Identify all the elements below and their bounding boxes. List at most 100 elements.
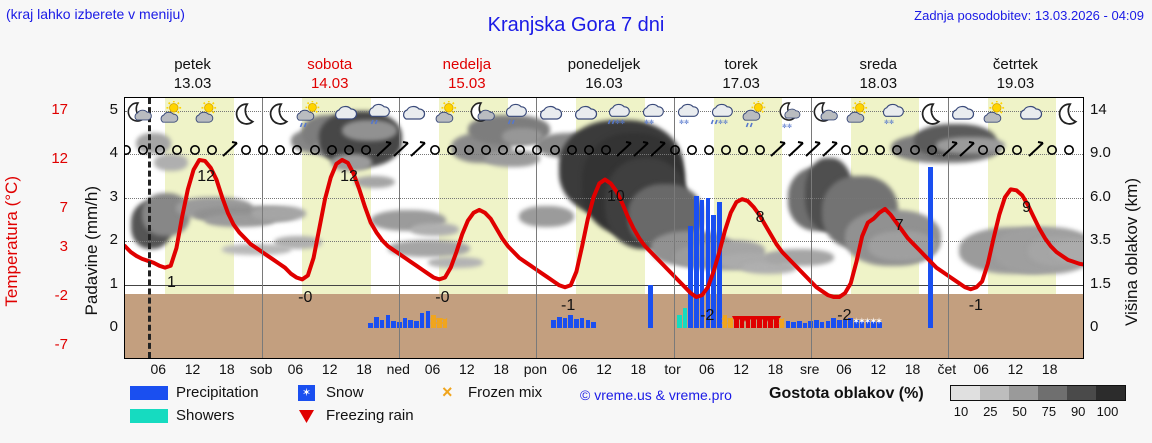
precipitation-bar-41	[779, 319, 785, 328]
prec-tick-3: 2	[109, 231, 118, 249]
cloud-blob-48	[1050, 240, 1083, 262]
precipitation-bar-52	[842, 319, 848, 328]
legend-label-precipitation: Precipitation	[176, 384, 259, 401]
cloud-blob-44	[936, 136, 1005, 154]
colorbar-tick-1: 25	[983, 404, 998, 419]
snow-marker-55: ✶	[858, 316, 866, 326]
x-tick-10: 18	[493, 361, 509, 377]
freezing-rain-marker-38	[760, 316, 770, 325]
x-tick-16: 06	[699, 361, 715, 377]
precipitation-bar-6	[402, 318, 408, 328]
precipitation-bar-55	[859, 321, 865, 328]
day-date: 16.03	[585, 75, 623, 92]
day-separator-2	[399, 98, 401, 358]
freezing-rain-marker-34	[737, 316, 747, 325]
legend-label-showers: Showers	[176, 407, 235, 424]
frozen-mix-x-icon: ×	[442, 382, 453, 402]
snow-star-icon: ✶	[298, 385, 315, 401]
temperature-label-3: 12	[340, 167, 358, 185]
location-hint: (kraj lahko izberete v meniju)	[6, 6, 185, 22]
cloud-blob-20	[427, 257, 483, 268]
day-header-5: sreda 18.03	[810, 55, 947, 93]
temperature-label-10: 7	[894, 216, 904, 234]
colorbar-tick-4: 90	[1070, 404, 1086, 419]
page-title: Kranjska Gora 7 dni	[487, 14, 665, 36]
cloud-blob-8	[250, 205, 306, 221]
cloud-blob-24	[502, 128, 544, 146]
freezing-rain-marker-37	[754, 316, 764, 325]
frozen-mix-marker-32: ×	[726, 314, 734, 328]
meteogram-plot[interactable]: × × × × × × ✶ ✶ ✶ ✶ ✶ 1 12 -0 12 -0 10 -1 -2 8 -2 7 -1 9	[124, 97, 1084, 359]
precipitation-swatch	[130, 386, 168, 400]
cld-tick-3: 3.5	[1090, 231, 1111, 249]
day-header-2: nedelja 15.03	[398, 55, 535, 93]
x-tick-0: 06	[150, 361, 167, 377]
temperature-label-6: -1	[561, 297, 576, 315]
precipitation-bar-8	[414, 321, 419, 328]
colorbar-tick-2: 50	[1012, 404, 1027, 419]
precipitation-axis-title: Padavine (mm/h)	[82, 186, 101, 316]
showers-swatch	[130, 409, 168, 423]
x-tick-5: 12	[321, 361, 338, 377]
day-name: petek	[174, 56, 211, 73]
x-tick-19: sre	[799, 361, 820, 377]
colorbar-tick-5: 100	[1096, 404, 1119, 419]
day-separator-6	[947, 98, 949, 358]
temperature-axis-title: Temperatura (°C)	[2, 176, 21, 307]
temperature-label-1: 12	[197, 167, 216, 185]
precipitation-bar-12	[437, 318, 442, 328]
x-tick-25: 12	[1007, 361, 1024, 377]
day-name: ponedeljek	[567, 56, 641, 73]
day-name: sreda	[859, 56, 898, 73]
colorbar-segment-3	[1038, 386, 1067, 400]
snow-marker-54: ✶	[852, 316, 860, 326]
precipitation-bar-15	[557, 316, 562, 328]
x-tick-9: 12	[459, 361, 475, 377]
freezing-rain-marker-39	[766, 316, 776, 325]
snow-marker-58: ✶	[875, 316, 883, 326]
temp-tick-0: 17	[51, 101, 68, 118]
freezing-rain-marker-35	[743, 316, 753, 325]
precipitation-bar-59	[928, 167, 933, 328]
gridline-4	[125, 284, 1083, 286]
legend-label-snow: Snow	[326, 384, 364, 401]
day-header-1: sobota 14.03	[261, 55, 398, 93]
prec-tick-5: 0	[109, 318, 118, 335]
colorbar-segment-1	[980, 386, 1009, 400]
prec-tick-0: 5	[109, 101, 118, 118]
current-time-line	[147, 98, 151, 358]
prec-tick-4: 1	[109, 274, 118, 292]
terrain-band	[125, 294, 1083, 358]
legend-label-freezing-rain: Freezing rain	[326, 407, 414, 424]
precipitation-bar-45	[802, 322, 808, 328]
colorbar-segment-5	[1096, 386, 1125, 400]
cld-tick-1: 9.0	[1090, 144, 1111, 162]
cloud-density-title: Gostota oblakov (%)	[769, 385, 924, 402]
precipitation-bar-17	[568, 314, 573, 328]
temperature-label-4: -0	[435, 289, 450, 307]
precipitation-bar-16	[562, 318, 568, 328]
x-tick-8: 06	[424, 361, 441, 377]
cld-tick-0: 14	[1090, 101, 1107, 118]
colorbar-segment-0	[951, 386, 980, 400]
precipitation-bar-22	[648, 284, 653, 328]
precipitation-bar-7	[408, 320, 413, 328]
copyright[interactable]: © vreme.us & vreme.pro	[580, 387, 732, 403]
precipitation-bar-44	[797, 321, 802, 328]
prec-tick-2: 3	[109, 187, 118, 205]
precipitation-bar-14	[551, 320, 556, 328]
x-tick-2: 18	[219, 361, 235, 377]
gridline-0	[125, 111, 1083, 112]
snow-marker-56: ✶	[863, 316, 872, 326]
temp-tick-5: -7	[54, 336, 68, 353]
temperature-label-11: -1	[968, 297, 983, 315]
frozen-mix-marker-41: ×	[778, 314, 786, 328]
precipitation-bar-19	[579, 317, 585, 328]
precipitation-bar-21	[591, 321, 596, 328]
precipitation-bar-53	[848, 317, 853, 328]
precipitation-bar-2	[379, 320, 385, 328]
precipitation-bar-42	[785, 321, 791, 328]
precipitation-bar-48	[819, 321, 825, 328]
precipitation-bar-50	[831, 318, 836, 328]
